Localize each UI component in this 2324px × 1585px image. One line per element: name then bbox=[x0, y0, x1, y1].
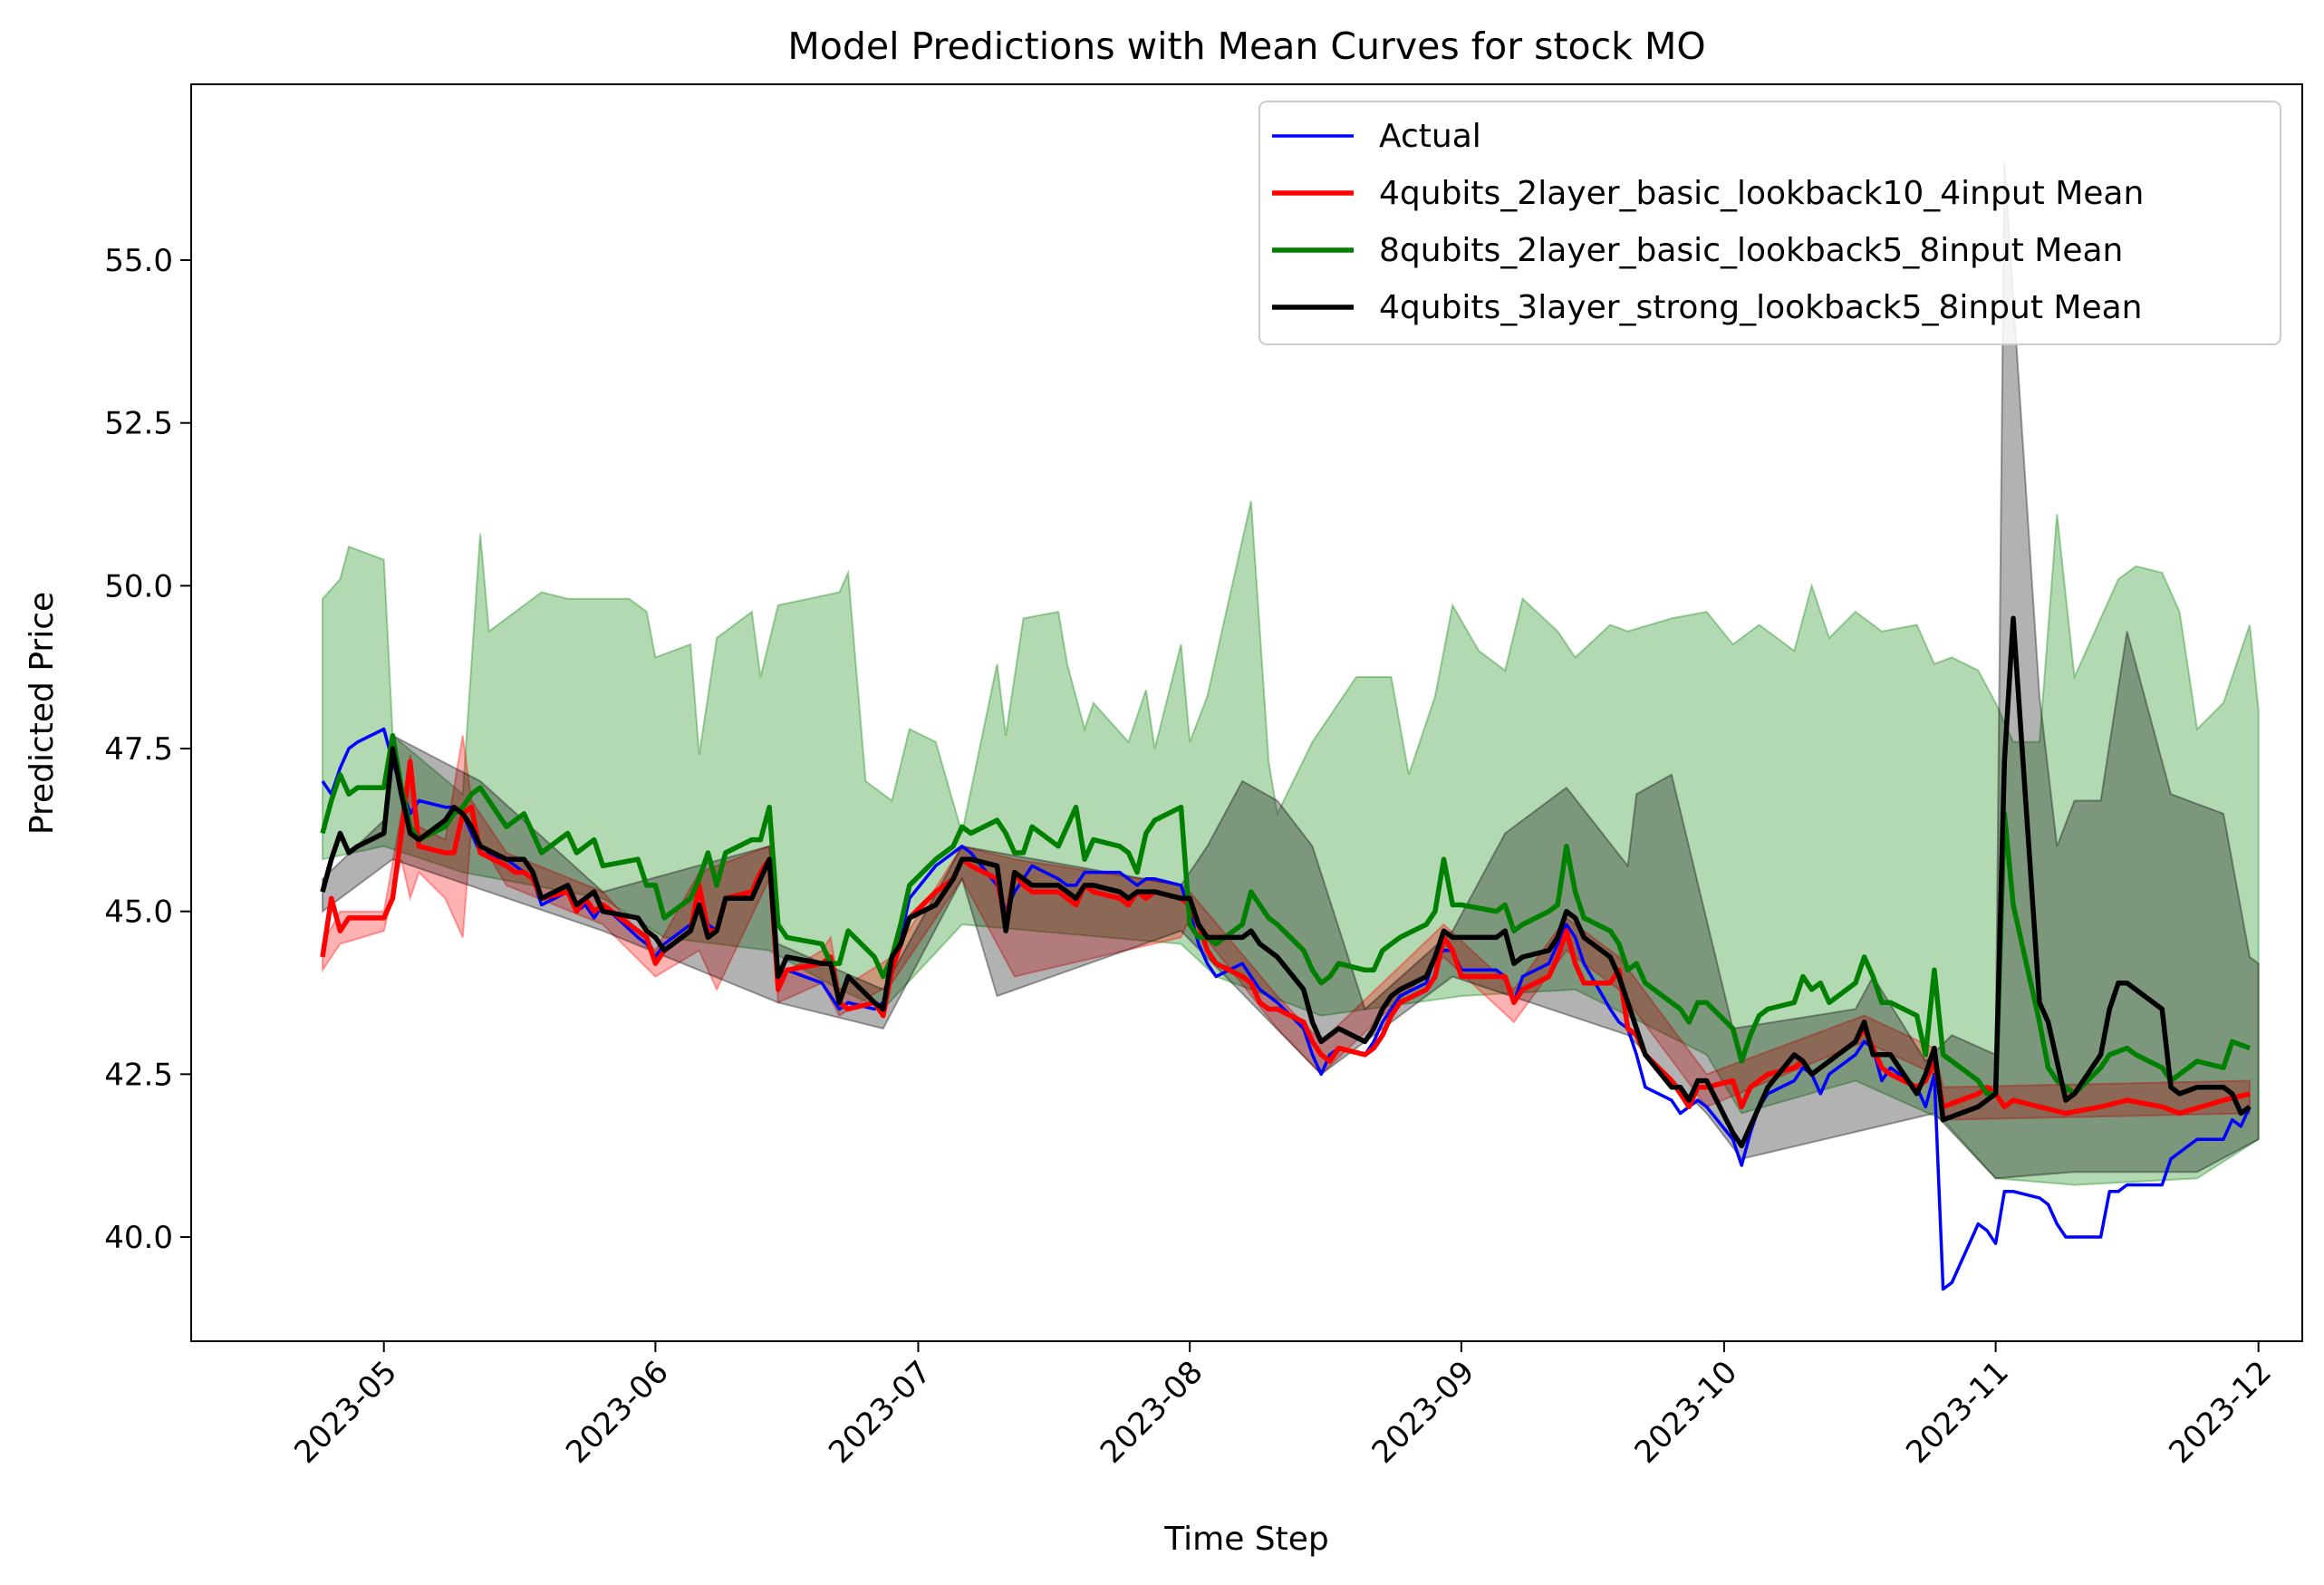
series-line-4qubits-3layer-strong-lookback5-8input-mean bbox=[320, 615, 2252, 1149]
x-axis-label: Time Step bbox=[1163, 1521, 1329, 1558]
legend-label: Actual bbox=[1379, 118, 1481, 155]
legend-box bbox=[1258, 101, 2281, 345]
y-axis-label: Predicted Price bbox=[24, 592, 61, 835]
y-tick-label: 40.0 bbox=[104, 1220, 173, 1256]
y-tick-label: 55.0 bbox=[104, 243, 173, 279]
legend-label: 8qubits_2layer_basic_lookback5_8input Me… bbox=[1379, 232, 2123, 269]
axes-frame bbox=[190, 83, 2303, 1342]
legend-label: 4qubits_3layer_strong_lookback5_8input M… bbox=[1379, 289, 2142, 326]
chart-title: Model Predictions with Mean Curves for s… bbox=[787, 24, 1705, 68]
y-tick-label: 42.5 bbox=[104, 1057, 173, 1093]
y-axis: 40.0 42.5 45.0 47.5 50.0 52.5 55.0 bbox=[104, 243, 191, 1256]
series-line-8qubits-2layer-basic-lookback5-8input-mean bbox=[320, 732, 2251, 1097]
legend-label: 4qubits_2layer_basic_lookback10_4input M… bbox=[1379, 175, 2144, 212]
y-tick-label: 50.0 bbox=[104, 568, 173, 604]
band-8qubits-2layer-basic-lookback5-8input-mean bbox=[322, 500, 2260, 1186]
plot-area bbox=[320, 162, 2260, 1291]
y-tick-label: 45.0 bbox=[104, 894, 173, 931]
y-tick-label: 52.5 bbox=[104, 406, 173, 442]
legend: Actual 4qubits_2layer_basic_lookback10_4i… bbox=[1258, 101, 2281, 345]
series-lines bbox=[320, 615, 2252, 1291]
y-tick-label: 47.5 bbox=[104, 731, 173, 768]
